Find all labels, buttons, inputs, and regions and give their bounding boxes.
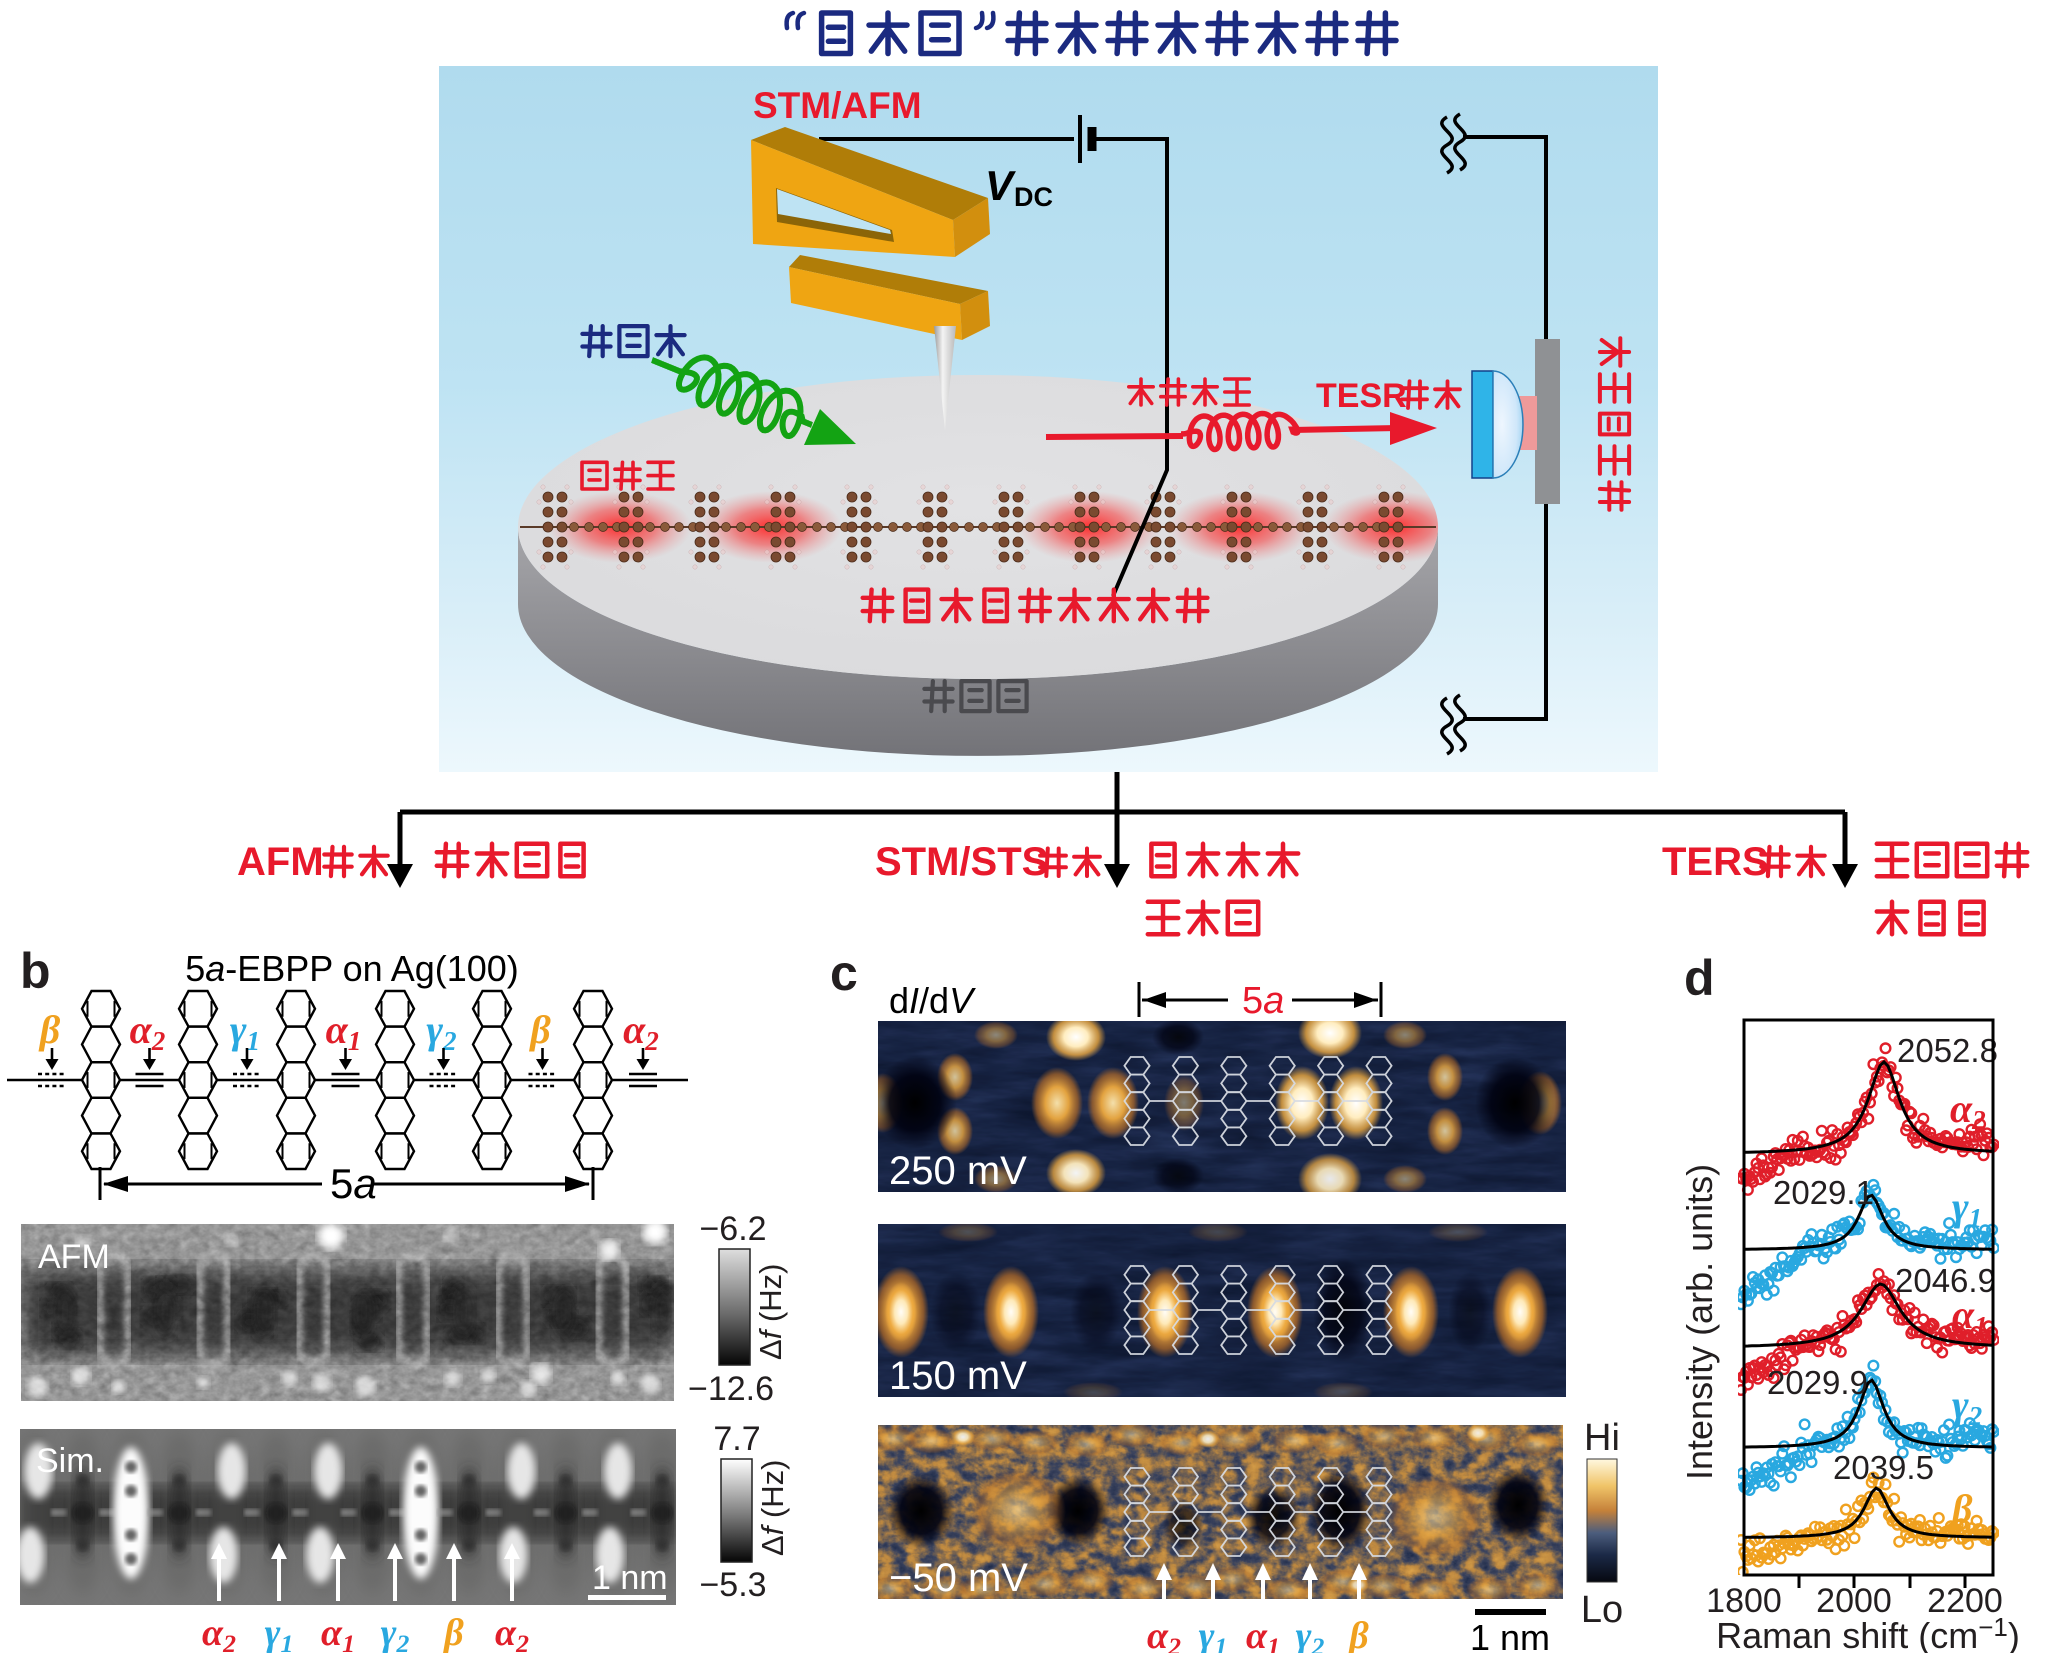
svg-text:Sim.: Sim. xyxy=(36,1442,104,1480)
svg-text:1 nm: 1 nm xyxy=(592,1559,668,1597)
svg-text:V: V xyxy=(985,162,1016,209)
svg-text:5a: 5a xyxy=(330,1160,377,1207)
svg-text:Hi: Hi xyxy=(1584,1417,1620,1459)
svg-text:γ1: γ1 xyxy=(1952,1184,1982,1233)
svg-text:1800: 1800 xyxy=(1706,1582,1782,1620)
svg-text:Raman shift (cm−1): Raman shift (cm−1) xyxy=(1716,1612,2020,1653)
svg-text:2029.1: 2029.1 xyxy=(1773,1174,1874,1211)
svg-text:DC: DC xyxy=(1014,182,1053,212)
svg-text:Lo: Lo xyxy=(1581,1589,1623,1631)
svg-text:β: β xyxy=(1347,1615,1369,1653)
svg-text:γ2: γ2 xyxy=(426,1007,456,1056)
svg-text:2029.9: 2029.9 xyxy=(1767,1364,1868,1401)
svg-text:d: d xyxy=(1684,950,1715,1006)
svg-text:γ1: γ1 xyxy=(1199,1615,1228,1653)
svg-text:dI/dV: dI/dV xyxy=(889,980,976,1021)
svg-text:TERS: TERS xyxy=(1662,840,1769,884)
svg-text:250 mV: 250 mV xyxy=(889,1149,1027,1193)
svg-text:β: β xyxy=(528,1007,551,1052)
svg-text:AFM: AFM xyxy=(237,840,324,884)
svg-text:β: β xyxy=(38,1007,61,1052)
svg-text:7.7: 7.7 xyxy=(713,1420,760,1458)
svg-text:−12.6: −12.6 xyxy=(688,1370,774,1408)
svg-text:STM/STS: STM/STS xyxy=(875,840,1048,884)
svg-text:−50 mV: −50 mV xyxy=(889,1556,1028,1600)
svg-text:TESR: TESR xyxy=(1316,377,1407,415)
svg-text:β: β xyxy=(442,1612,464,1653)
svg-text:AFM: AFM xyxy=(38,1238,110,1276)
svg-text:2046.9: 2046.9 xyxy=(1895,1262,1996,1299)
svg-text:−5.3: −5.3 xyxy=(699,1566,766,1604)
svg-text:Δf (Hz): Δf (Hz) xyxy=(753,1264,788,1361)
svg-text:Δf (Hz): Δf (Hz) xyxy=(755,1460,790,1557)
svg-text:α1: α1 xyxy=(326,1007,362,1056)
svg-text:2052.8: 2052.8 xyxy=(1897,1032,1998,1069)
svg-text:γ1: γ1 xyxy=(230,1007,260,1056)
svg-text:2200: 2200 xyxy=(1927,1582,2003,1620)
svg-text:150 mV: 150 mV xyxy=(889,1354,1027,1398)
svg-text:−6.2: −6.2 xyxy=(699,1210,766,1248)
svg-text:5a: 5a xyxy=(1242,980,1284,1022)
svg-text:α2: α2 xyxy=(623,1007,659,1056)
svg-text:STM/AFM: STM/AFM xyxy=(753,85,922,126)
svg-text:c: c xyxy=(830,945,858,1001)
svg-text:5a-EBPP on Ag(100): 5a-EBPP on Ag(100) xyxy=(185,948,519,989)
svg-text:b: b xyxy=(20,943,51,999)
svg-text:2000: 2000 xyxy=(1816,1582,1892,1620)
svg-text:Intensity (arb. units): Intensity (arb. units) xyxy=(1679,1164,1720,1480)
svg-text:2039.5: 2039.5 xyxy=(1833,1449,1934,1486)
svg-text:γ1: γ1 xyxy=(265,1612,294,1653)
svg-text:β: β xyxy=(1950,1486,1973,1531)
svg-text:1 nm: 1 nm xyxy=(1470,1617,1550,1653)
